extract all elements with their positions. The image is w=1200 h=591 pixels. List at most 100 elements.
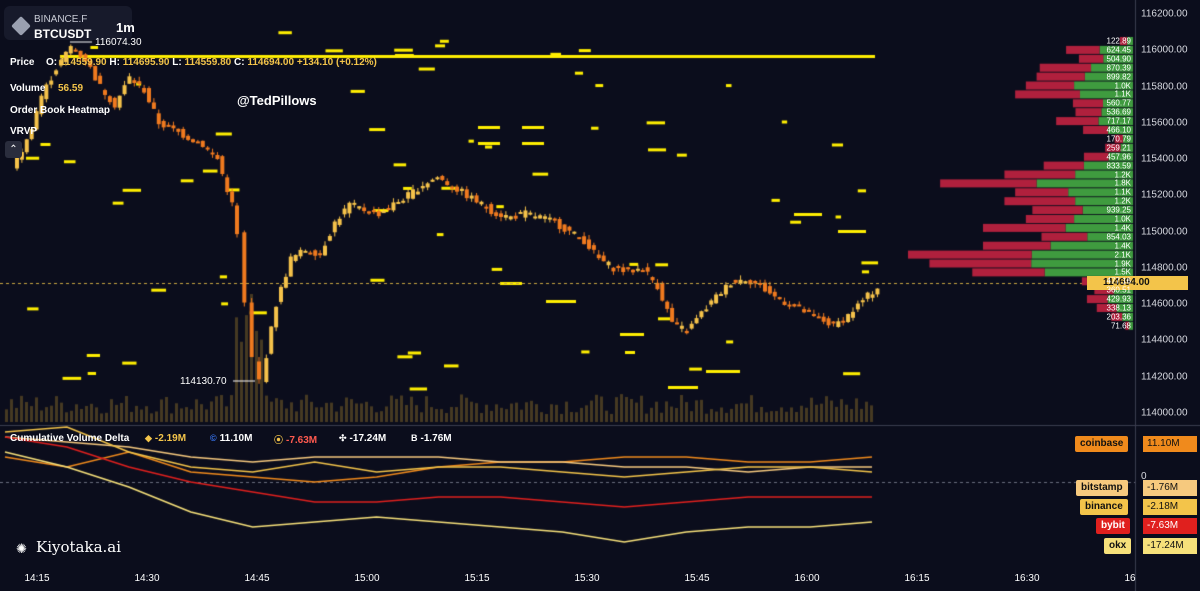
time-axis-label: 15:30 <box>574 573 600 584</box>
price-axis-label: 115800.00 <box>1141 81 1188 93</box>
time-axis-label: 16 <box>1124 573 1136 584</box>
vrvp-bin-label: 854.03 <box>1106 232 1131 242</box>
cvd-legend-value: -17.24M <box>349 433 387 444</box>
price-axis-label: 114800.00 <box>1141 262 1188 274</box>
brand-watermark: Kiyotaka.ai <box>36 538 122 556</box>
vrvp-bin-label: 717.17 <box>1106 116 1131 126</box>
close-label: C: <box>233 57 245 68</box>
cvd-legend-value: -2.19M <box>154 433 187 444</box>
vrvp-bin-label: 122.89 <box>1106 36 1131 46</box>
vrvp-bin-label: 2.1K <box>1114 250 1131 260</box>
binance-logo-icon <box>11 16 31 36</box>
vrvp-bin-label: 429.93 <box>1106 294 1131 304</box>
cvd-tag-binance-value: -2.18M <box>1143 499 1197 515</box>
vrvp-bin-label: 71.68 <box>1110 321 1131 331</box>
cvd-tag-bybit-value: -7.63M <box>1143 518 1197 534</box>
kiyotaka-logo-icon: ✺ <box>16 541 27 556</box>
vrvp-bin-label: 170.79 <box>1106 134 1131 144</box>
vrvp-bin-label: 338.13 <box>1106 303 1131 313</box>
binance-icon: ◆ <box>145 433 152 443</box>
price-axis-label: 114600.00 <box>1141 298 1188 310</box>
indicator-volume[interactable]: Volume <box>10 83 46 94</box>
change-value: +134.10 <box>296 57 334 68</box>
cvd-tag-bitstamp-value: -1.76M <box>1143 480 1197 496</box>
cvd-legend-value: -1.76M <box>420 433 452 444</box>
vrvp-bin-label: 1.4K <box>1114 223 1131 233</box>
vrvp-bin-label: 1.4K <box>1114 241 1131 251</box>
time-axis-label: 14:45 <box>244 573 270 584</box>
vrvp-bin-label: 1.8K <box>1114 178 1131 188</box>
vrvp-bin-label: 1.1K <box>1114 89 1131 99</box>
high-value: 114695.90 <box>122 57 170 68</box>
cvd-legend-value: 11.10M <box>219 433 253 444</box>
cvd-tag-bybit: bybit <box>1096 518 1130 534</box>
vrvp-bin-label: 939.25 <box>1106 205 1131 215</box>
author-watermark: @TedPillows <box>237 93 317 108</box>
vrvp-bin-label: 457.96 <box>1106 152 1131 162</box>
collapse-indicators-icon[interactable]: ⌃ <box>5 141 22 158</box>
volume-value: 56.59 <box>58 83 84 94</box>
price-axis-label: 114200.00 <box>1141 371 1188 383</box>
current-price-tag: 114694.00 <box>1087 276 1188 290</box>
indicator-vrvp[interactable]: VRVP <box>10 126 38 137</box>
cvd-zero-label: 0 <box>1141 471 1147 482</box>
low-label: L: <box>172 57 182 68</box>
price-axis-label: 115600.00 <box>1141 117 1188 129</box>
symbol-label: BTCUSDT <box>34 27 92 41</box>
price-axis-label: 114000.00 <box>1141 407 1188 419</box>
change-percent: (+0.12%) <box>336 57 377 68</box>
price-axis-label: 114400.00 <box>1141 334 1188 346</box>
vrvp-bin-label: 1.2K <box>1114 170 1131 179</box>
high-annotation: 116074.30 <box>95 37 142 48</box>
cvd-tag-coinbase-value: 11.10M <box>1143 436 1197 452</box>
price-axis-label: 115000.00 <box>1141 226 1188 238</box>
time-axis-label: 16:15 <box>904 573 930 584</box>
cvd-legend-value: -7.63M <box>286 435 318 446</box>
cvd-legend-binance: ◆ -2.19M <box>145 433 186 444</box>
vrvp-bin-label: 624.45 <box>1106 45 1131 55</box>
cvd-tag-okx: okx <box>1104 538 1132 554</box>
vrvp-bin-label: 899.82 <box>1106 72 1131 82</box>
time-axis-label: 15:45 <box>684 573 710 584</box>
time-axis-label: 14:30 <box>134 573 160 584</box>
vrvp-bin-label: 360.51 <box>1106 285 1131 295</box>
cvd-legend-bybit: ⦿ -7.63M <box>274 433 317 446</box>
close-value: 114694.00 <box>247 57 295 68</box>
indicator-heatmap[interactable]: Order Book Heatmap <box>10 105 111 116</box>
high-label: H: <box>109 57 120 68</box>
vrvp-bin-label: 833.59 <box>1106 161 1131 171</box>
open-value: 114559.90 <box>59 57 107 68</box>
cvd-title[interactable]: Cumulative Volume Delta <box>10 433 130 444</box>
vrvp-bin-label: 870.39 <box>1106 63 1131 73</box>
vrvp-bin-label: 1.0K <box>1114 81 1131 90</box>
vrvp-bin-label: 259.21 <box>1106 143 1131 153</box>
time-axis-label: 14:15 <box>24 573 50 584</box>
vrvp-bin-label: 536.69 <box>1106 107 1131 117</box>
symbol-selector[interactable]: BINANCE.F BTCUSDT 1m <box>4 6 135 41</box>
cvd-tag-coinbase: coinbase <box>1075 436 1129 452</box>
low-annotation: 114130.70 <box>180 376 227 387</box>
time-axis-label: 16:30 <box>1014 573 1040 584</box>
price-axis-label: 115400.00 <box>1141 153 1188 165</box>
timeframe-label[interactable]: 1m <box>116 20 135 35</box>
vrvp-bin-label: 477.16 <box>1106 276 1131 286</box>
okx-icon: ✣ <box>339 433 347 443</box>
exchange-label: BINANCE.F <box>34 14 88 25</box>
vrvp-bin-label: 1.5K <box>1114 267 1131 277</box>
vrvp-bin-label: 1.0K <box>1114 214 1131 224</box>
price-axis-label: 116000.00 <box>1141 44 1188 56</box>
vrvp-bin-label: 466.10 <box>1106 125 1131 135</box>
low-value: 114559.80 <box>184 57 232 68</box>
vrvp-bin-label: 203.36 <box>1106 312 1131 322</box>
vrvp-bin-label: 1.9K <box>1114 259 1131 268</box>
cvd-legend-bitstamp: B -1.76M <box>411 433 452 444</box>
cvd-legend-coinbase: © 11.10M <box>210 433 252 444</box>
indicator-price[interactable]: Price <box>10 57 35 68</box>
open-label: O: <box>46 57 58 68</box>
bybit-icon: ⦿ <box>274 435 284 445</box>
vrvp-bin-label: 504.90 <box>1106 54 1131 64</box>
cvd-tag-binance: binance <box>1080 499 1128 515</box>
cvd-legend-okx: ✣ -17.24M <box>339 433 386 444</box>
cvd-tag-okx-value: -17.24M <box>1143 538 1197 554</box>
